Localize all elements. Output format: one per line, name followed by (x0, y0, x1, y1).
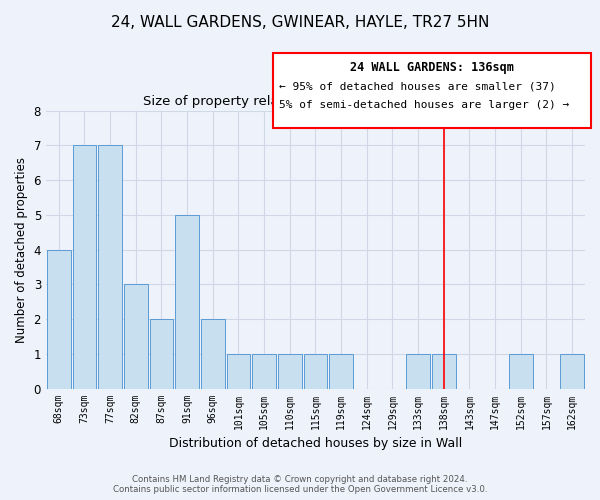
Bar (47, 250, 71, 388)
Bar (304, 354, 327, 388)
Bar (509, 354, 533, 388)
Bar (406, 354, 430, 388)
Text: 24 WALL GARDENS: 136sqm: 24 WALL GARDENS: 136sqm (350, 62, 514, 74)
Bar (329, 354, 353, 388)
Text: Contains HM Land Registry data © Crown copyright and database right 2024.
Contai: Contains HM Land Registry data © Crown c… (113, 474, 487, 494)
Bar (432, 354, 455, 388)
Text: 24, WALL GARDENS, GWINEAR, HAYLE, TR27 5HN: 24, WALL GARDENS, GWINEAR, HAYLE, TR27 5… (111, 15, 489, 30)
Text: ← 95% of detached houses are smaller (37): ← 95% of detached houses are smaller (37… (279, 82, 556, 92)
X-axis label: Distribution of detached houses by size in Wall: Distribution of detached houses by size … (169, 437, 462, 450)
Bar (175, 215, 199, 388)
Bar (201, 319, 224, 388)
Bar (124, 284, 148, 389)
Y-axis label: Number of detached properties: Number of detached properties (15, 156, 28, 342)
FancyBboxPatch shape (273, 52, 591, 128)
Bar (149, 319, 173, 388)
Bar (98, 146, 122, 388)
Bar (253, 354, 276, 388)
Bar (560, 354, 584, 388)
Bar (278, 354, 302, 388)
Bar (73, 146, 96, 388)
Title: Size of property relative to detached houses in Wall: Size of property relative to detached ho… (143, 95, 488, 108)
Bar (227, 354, 250, 388)
Text: 5% of semi-detached houses are larger (2) →: 5% of semi-detached houses are larger (2… (279, 100, 569, 110)
